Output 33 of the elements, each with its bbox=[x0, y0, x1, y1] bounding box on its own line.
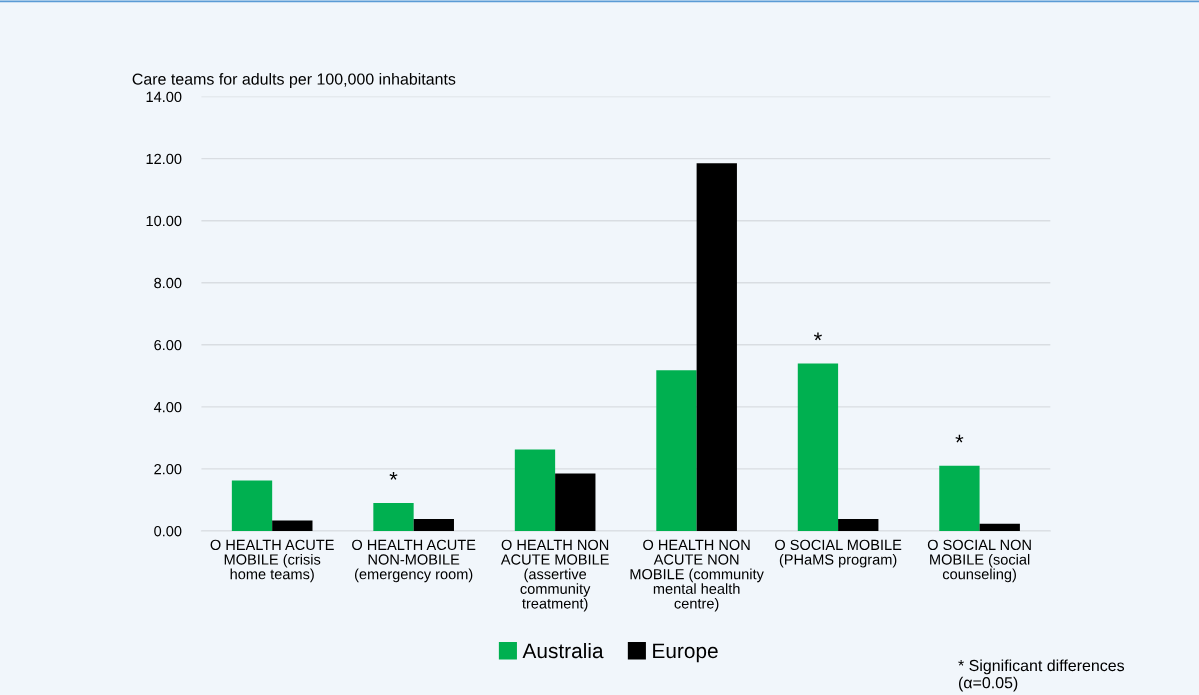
x-tick-label: O HEALTH ACUTE MOBILE (crisis home teams) bbox=[210, 539, 334, 583]
bar bbox=[979, 523, 1020, 531]
y-axis-title: Care teams for adults per 100,000 inhabitants bbox=[132, 73, 456, 88]
bar bbox=[555, 473, 596, 531]
bar bbox=[656, 370, 697, 531]
legend-label: Australia bbox=[522, 642, 604, 659]
legend-label: Europe bbox=[653, 643, 718, 663]
x-tick-label: O HEALTH NON ACUTE NON MOBILE (community mental health centre) bbox=[630, 539, 764, 612]
annotation: * bbox=[389, 472, 398, 480]
y-tick-label: 6.00 bbox=[154, 339, 182, 351]
y-tick-label: 10.00 bbox=[146, 215, 182, 227]
bar bbox=[373, 503, 414, 531]
bar bbox=[696, 163, 737, 531]
bar bbox=[939, 465, 980, 531]
annotation: * bbox=[955, 434, 964, 443]
bar bbox=[272, 520, 313, 531]
y-tick-label: 2.00 bbox=[154, 464, 182, 475]
x-tick-label: O SOCIAL MOBILE (PHaMS program) bbox=[775, 539, 902, 568]
y-tick-label: 4.00 bbox=[153, 401, 182, 413]
y-tick-label: 8.00 bbox=[154, 277, 182, 289]
x-tick-label: O HEALTH NON ACUTE MOBILE (assertive community treatment) bbox=[500, 539, 609, 612]
bar bbox=[514, 449, 556, 531]
y-tick-label: 0.00 bbox=[154, 526, 182, 537]
bar bbox=[838, 518, 879, 531]
bar bbox=[231, 480, 273, 531]
annotation: * bbox=[813, 332, 822, 341]
bar bbox=[797, 363, 839, 531]
text: * Significant differences (α=0.05) bbox=[958, 659, 1125, 692]
y-tick-label: 12.00 bbox=[146, 153, 182, 165]
x-tick-label: O SOCIAL NON MOBILE (social counseling) bbox=[927, 539, 1031, 583]
y-tick-label: 14.00 bbox=[146, 91, 182, 103]
x-tick-label: O HEALTH ACUTE NON-MOBILE (emergency room) bbox=[352, 539, 476, 583]
bar bbox=[413, 518, 454, 531]
